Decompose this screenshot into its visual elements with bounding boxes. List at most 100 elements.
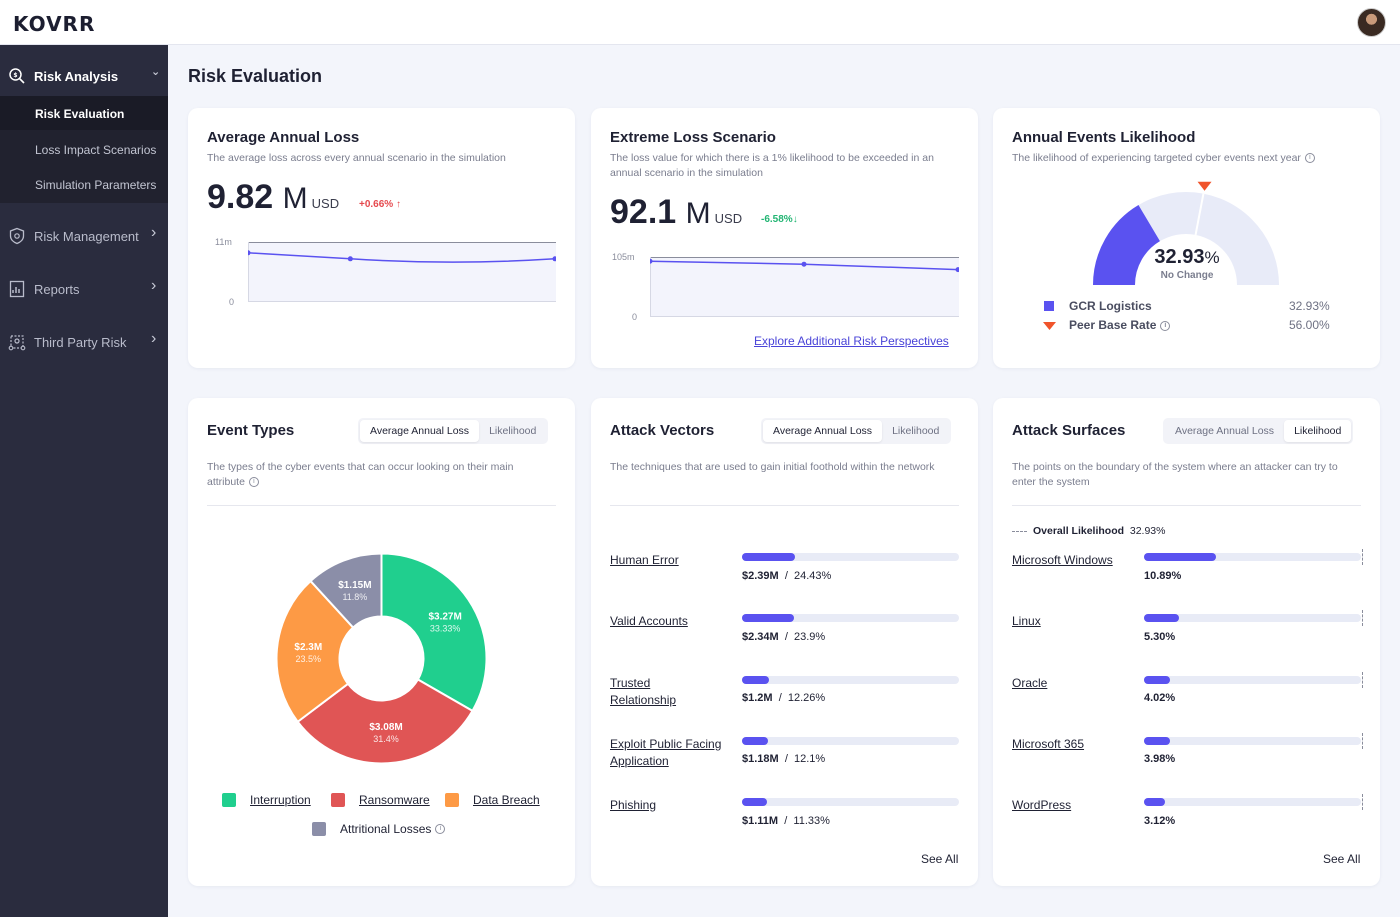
arrow-down-icon: ↓ (792, 214, 798, 225)
donut-slice-data-breach[interactable] (275, 579, 355, 724)
els-trend-chart (650, 257, 959, 317)
vector-amount: $1.2M (742, 692, 773, 704)
vector-label[interactable]: Phishing (610, 798, 657, 812)
aal-delta-value: +0.66% (359, 199, 394, 210)
overall-likelihood: Overall Likelihood 32.93% (1012, 525, 1166, 537)
attack-vectors-card: Attack Vectors Average Annual Loss Likel… (591, 398, 978, 886)
sidebar-item-loss-impact-scenarios[interactable]: Loss Impact Scenarios (35, 143, 157, 157)
vector-percent: 12.1% (794, 753, 826, 765)
page-title: Risk Evaluation (188, 66, 323, 86)
nav-third-party-risk[interactable]: Third Party Risk › (0, 317, 168, 367)
card-title: Average Annual Loss (207, 129, 360, 146)
els-number: 92.1 (610, 193, 677, 231)
arrow-up-icon: ↑ (395, 199, 401, 210)
toggle-likelihood[interactable]: Likelihood (1284, 420, 1352, 442)
surface-label[interactable]: Microsoft 365 (1012, 737, 1085, 751)
info-icon[interactable]: i (435, 824, 446, 834)
surface-label[interactable]: WordPress (1012, 798, 1072, 812)
risk-analysis-submenu: Risk Evaluation Loss Impact Scenarios Si… (0, 96, 168, 203)
legend-ransomware[interactable]: Ransomware (331, 793, 430, 807)
nav-risk-management[interactable]: Risk Management › (0, 211, 168, 261)
surface-label[interactable]: Microsoft Windows (1012, 553, 1113, 567)
explore-risk-perspectives-link[interactable]: Explore Additional Risk Perspectives (754, 334, 949, 348)
value-separator: / (784, 570, 788, 582)
trend-point (650, 258, 653, 264)
nav-risk-analysis[interactable]: $ Risk Analysis ⌄ (0, 51, 168, 101)
attack-surfaces-card: Attack Surfaces Average Annual Loss Like… (993, 398, 1380, 886)
surface-label[interactable]: Linux (1012, 614, 1041, 628)
toggle-average-annual-loss[interactable]: Average Annual Loss (763, 420, 883, 442)
extreme-loss-scenario-card: Extreme Loss Scenario The loss value for… (591, 108, 978, 368)
sidebar-item-risk-evaluation[interactable]: Risk Evaluation (35, 107, 125, 121)
legend-interruption[interactable]: Interruption (222, 793, 311, 807)
see-all-surfaces-link[interactable]: See All (1323, 852, 1361, 866)
toggle-average-annual-loss[interactable]: Average Annual Loss (360, 420, 480, 442)
gauge-value: 32.93 (1154, 246, 1205, 268)
surface-bar-track (1144, 676, 1361, 684)
vector-bar-track (742, 553, 959, 561)
vector-label[interactable]: Valid Accounts (610, 614, 688, 628)
nav-reports[interactable]: Reports › (0, 264, 168, 314)
info-icon[interactable]: i (1304, 153, 1315, 164)
donut-slice-amount: $1.15M (338, 580, 371, 591)
nav-risk-analysis-label: Risk Analysis (34, 68, 119, 84)
card-description: The likelihood of experiencing targeted … (1012, 151, 1362, 166)
y-axis-min-label: 0 (632, 312, 638, 322)
search-analysis-icon: $ (9, 68, 25, 84)
legend-label: Data Breach (473, 793, 540, 807)
metric-toggle: Average Annual Loss Likelihood (1163, 418, 1354, 444)
card-title: Attack Vectors (610, 422, 715, 439)
vector-value: $1.2M / 12.26% (742, 692, 825, 704)
donut-slice-ransomware[interactable] (296, 678, 474, 765)
surface-percent: 3.98% (1144, 753, 1176, 765)
surface-percent: 5.30% (1144, 631, 1176, 643)
peer-triangle-icon (1043, 322, 1056, 330)
vector-bar-track (742, 614, 959, 622)
legend-peer: Peer Base Rate i (1069, 318, 1171, 332)
sidebar-item-simulation-parameters[interactable]: Simulation Parameters (35, 178, 157, 192)
see-all-vectors-link[interactable]: See All (921, 852, 959, 866)
donut-slice-amount: $2.3M (294, 642, 322, 653)
aal-trend-chart (248, 242, 556, 302)
surface-percent: 3.12% (1144, 815, 1176, 827)
vector-label[interactable]: Human Error (610, 553, 679, 567)
legend-data-breach[interactable]: Data Breach (445, 793, 540, 807)
user-avatar[interactable] (1357, 8, 1386, 37)
kovrr-logo[interactable]: KOVRR (13, 12, 96, 36)
company-square-icon (1044, 301, 1054, 311)
card-title: Extreme Loss Scenario (610, 129, 776, 146)
legend-label: Attritional Losses (340, 822, 432, 836)
gauge-change-label: No Change (1160, 270, 1214, 281)
trend-point (347, 256, 353, 262)
value-separator: / (784, 753, 788, 765)
els-suffix: M (685, 197, 711, 230)
trend-line (248, 252, 556, 263)
vector-label[interactable]: Trusted Relationship (610, 676, 677, 707)
legend-peer-name: Peer Base Rate (1069, 318, 1157, 332)
gauge-peer-marker-line (1194, 193, 1205, 236)
report-icon (9, 280, 25, 298)
legend-swatch (222, 793, 236, 807)
aal-value: 9.82 M USD (207, 178, 339, 217)
vector-value: $2.39M / 24.43% (742, 570, 831, 582)
surface-label[interactable]: Oracle (1012, 676, 1048, 690)
vector-label[interactable]: Exploit Public Facing Application (610, 737, 722, 768)
legend-attritional-losses[interactable]: Attritional Losses i (312, 822, 446, 836)
donut-slice-attritional-losses[interactable] (309, 552, 383, 629)
surface-bar-track (1144, 737, 1361, 745)
y-axis-min-label: 0 (229, 297, 235, 307)
info-icon[interactable]: i (1160, 320, 1171, 331)
average-annual-loss-card: Average Annual Loss The average loss acr… (188, 108, 575, 368)
vector-value: $2.34M / 23.9% (742, 631, 825, 643)
third-party-icon (8, 335, 26, 351)
vector-bar-fill (742, 614, 794, 622)
donut-slice-amount: $3.27M (428, 612, 461, 623)
legend-company-name: GCR Logistics (1069, 299, 1152, 313)
toggle-likelihood[interactable]: Likelihood (489, 425, 537, 437)
info-icon[interactable]: i (248, 477, 259, 488)
surface-bar-track (1144, 553, 1361, 561)
donut-slice-interruption[interactable] (380, 552, 488, 713)
event-types-card: Event Types Average Annual Loss Likeliho… (188, 398, 575, 886)
toggle-likelihood[interactable]: Likelihood (892, 425, 940, 437)
toggle-average-annual-loss[interactable]: Average Annual Loss (1175, 425, 1275, 437)
